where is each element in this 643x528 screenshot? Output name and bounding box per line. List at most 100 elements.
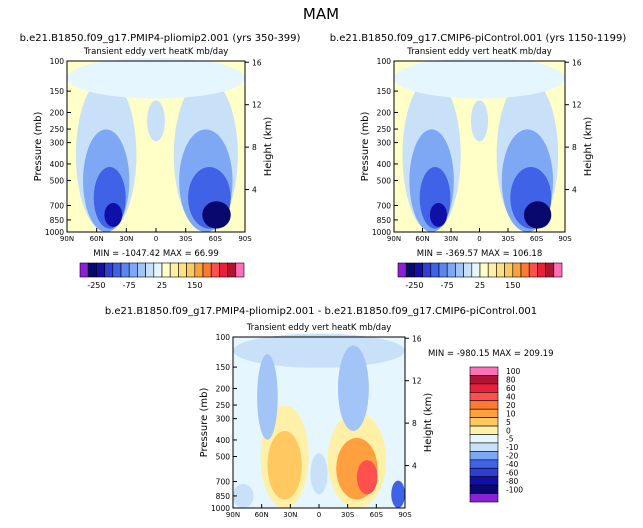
y2-tick-label: 8: [252, 143, 257, 152]
x-tick-label: 30S: [179, 235, 193, 243]
colorbar-swatch: [469, 375, 499, 385]
field-contour: [356, 460, 378, 495]
colorbar-label: 100: [506, 367, 521, 376]
y2-tick-label: 16: [412, 334, 422, 343]
page-title: MAM: [303, 5, 339, 23]
y2-tick-label: 16: [252, 58, 262, 67]
y2-tick-label: 12: [572, 101, 582, 110]
y-tick-label: 700: [377, 202, 392, 211]
field-contour: [310, 453, 328, 495]
y2-tick-label: 12: [252, 101, 262, 110]
colorbar-swatch: [186, 262, 196, 278]
colorbar-label: 0: [506, 426, 511, 435]
colorbar-label: 20: [506, 401, 516, 410]
x-tick-label: 90S: [238, 235, 252, 243]
colorbar-swatch: [202, 262, 212, 278]
colorbar-label: -5: [506, 435, 514, 444]
field-contour: [147, 100, 165, 142]
x-tick-label: 60S: [209, 235, 223, 243]
colorbar-swatch: [405, 262, 415, 278]
y-tick-label: 1000: [45, 228, 64, 237]
y-tick-label: 200: [216, 384, 231, 393]
colorbar-swatch: [422, 262, 432, 278]
colorbar-label: 40: [506, 393, 516, 402]
colorbar-swatch: [537, 262, 546, 278]
field-contour: [104, 202, 123, 227]
x-tick-label: 30N: [283, 511, 297, 519]
field-contour: [394, 57, 565, 99]
y-tick-label: 150: [377, 87, 392, 96]
colorbar-swatch: [479, 262, 489, 278]
y-tick-label: 250: [50, 125, 65, 134]
chart-panel-1: b.e21.B1850.f09_g17.PMIP4-pliomip2.001 (…: [20, 33, 301, 290]
colorbar-label: 150: [505, 281, 520, 290]
colorbar-swatch: [469, 366, 499, 376]
colorbar-label: -10: [506, 443, 518, 452]
colorbar-swatch: [87, 262, 97, 278]
colorbar-swatch: [446, 262, 456, 278]
colorbar-label: -40: [506, 460, 518, 469]
colorbar-swatch: [496, 262, 505, 278]
x-tick-label: 90N: [387, 235, 401, 243]
colorbar-swatch: [161, 262, 171, 278]
y-tick-label: 1000: [211, 504, 230, 513]
x-tick-label: 90S: [398, 511, 412, 519]
colorbar-swatch: [469, 451, 499, 461]
colorbar-swatch: [430, 262, 440, 278]
y-axis-label: Pressure (mb): [33, 112, 44, 182]
field-contour: [257, 354, 278, 440]
colorbar-swatch: [504, 262, 514, 278]
y-tick-label: 500: [50, 177, 65, 186]
y-tick-label: 850: [216, 492, 231, 501]
colorbar-swatch: [455, 262, 464, 278]
field-contour: [429, 202, 448, 227]
y-axis-label: Pressure (mb): [360, 112, 371, 182]
field-contour: [233, 333, 405, 368]
y-tick-label: 1000: [372, 228, 391, 237]
colorbar-swatch: [469, 383, 499, 393]
x-tick-label: 60S: [530, 235, 544, 243]
colorbar-swatch: [397, 262, 407, 278]
colorbar-swatch: [520, 262, 530, 278]
y-tick-label: 850: [50, 216, 65, 225]
colorbar-label: -75: [123, 281, 136, 290]
colorbar-swatch: [235, 262, 245, 278]
field-contour: [202, 201, 231, 229]
y-tick-label: 100: [377, 57, 392, 66]
colorbar-swatch: [219, 262, 228, 278]
y-tick-label: 100: [50, 57, 65, 66]
colorbar-label: 150: [187, 281, 202, 290]
y-tick-label: 400: [216, 436, 231, 445]
colorbar-swatch: [469, 417, 499, 427]
colorbar-swatch: [194, 262, 204, 278]
colorbar-label: -60: [506, 468, 518, 477]
y-tick-label: 100: [216, 333, 231, 342]
colorbar-swatch: [469, 434, 499, 444]
y-axis-label: Pressure (mb): [199, 388, 210, 458]
colorbar-swatch: [512, 262, 522, 278]
colorbar-swatch: [153, 262, 163, 278]
y-tick-label: 400: [377, 160, 392, 169]
y-tick-label: 500: [216, 453, 231, 462]
chart-panel-2: b.e21.B1850.f09_g17.CMIP6-piControl.001 …: [330, 33, 627, 290]
colorbar-swatch: [145, 262, 155, 278]
colorbar-swatch: [469, 493, 499, 503]
y2-tick-label: 8: [412, 419, 417, 428]
colorbar-swatch: [471, 262, 481, 278]
min-max-label: MIN = -369.57 MAX = 106.18: [417, 249, 542, 259]
x-tick-label: 90N: [226, 511, 240, 519]
x-tick-label: 60N: [255, 511, 269, 519]
colorbar-swatch: [210, 262, 220, 278]
colorbar-label: 60: [506, 384, 516, 393]
y-tick-label: 500: [377, 177, 392, 186]
y2-axis-label: Height (km): [263, 117, 274, 177]
y-tick-label: 300: [216, 415, 231, 424]
case-title: b.e21.B1850.f09_g17.PMIP4-pliomip2.001 (…: [20, 33, 301, 44]
field-contour: [233, 484, 254, 508]
y2-tick-label: 4: [252, 186, 257, 195]
y-tick-label: 200: [377, 108, 392, 117]
x-tick-label: 30S: [341, 511, 355, 519]
colorbar-label: -75: [441, 281, 454, 290]
y2-axis-label: Height (km): [423, 393, 434, 453]
